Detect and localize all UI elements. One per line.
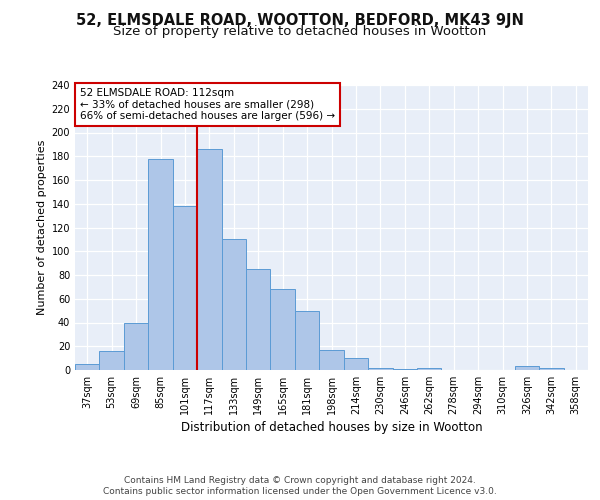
Bar <box>319 350 344 370</box>
Bar <box>344 358 368 370</box>
Bar <box>197 149 221 370</box>
Text: Size of property relative to detached houses in Wootton: Size of property relative to detached ho… <box>113 25 487 38</box>
Bar <box>75 364 100 370</box>
Text: Contains public sector information licensed under the Open Government Licence v3: Contains public sector information licen… <box>103 488 497 496</box>
Bar <box>124 322 148 370</box>
Bar <box>539 368 563 370</box>
Bar <box>221 240 246 370</box>
Bar <box>246 269 271 370</box>
X-axis label: Distribution of detached houses by size in Wootton: Distribution of detached houses by size … <box>181 421 482 434</box>
Bar <box>515 366 539 370</box>
Y-axis label: Number of detached properties: Number of detached properties <box>37 140 47 315</box>
Bar <box>368 368 392 370</box>
Bar <box>148 158 173 370</box>
Text: Contains HM Land Registry data © Crown copyright and database right 2024.: Contains HM Land Registry data © Crown c… <box>124 476 476 485</box>
Bar <box>100 351 124 370</box>
Bar <box>295 310 319 370</box>
Bar <box>271 289 295 370</box>
Bar <box>417 368 442 370</box>
Bar <box>173 206 197 370</box>
Text: 52, ELMSDALE ROAD, WOOTTON, BEDFORD, MK43 9JN: 52, ELMSDALE ROAD, WOOTTON, BEDFORD, MK4… <box>76 12 524 28</box>
Bar <box>392 369 417 370</box>
Text: 52 ELMSDALE ROAD: 112sqm
← 33% of detached houses are smaller (298)
66% of semi-: 52 ELMSDALE ROAD: 112sqm ← 33% of detach… <box>80 88 335 121</box>
